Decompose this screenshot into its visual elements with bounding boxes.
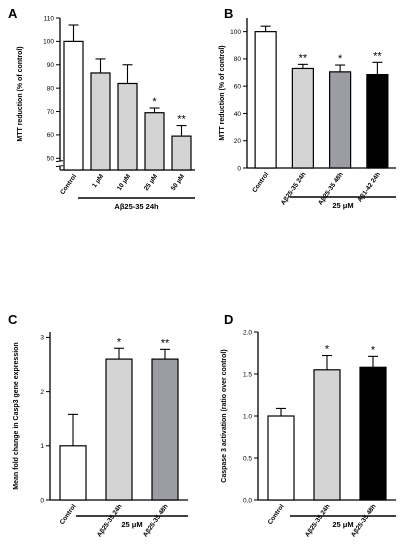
panel-letter: C: [8, 312, 18, 327]
y-tick-label: 60: [47, 132, 55, 139]
bar: [144, 112, 165, 171]
y-axis-label: MTT reduction (% of control): [17, 46, 24, 141]
y-tick-label: 50: [47, 156, 55, 163]
y-tick-label: 20: [234, 138, 242, 145]
y-tick-label: 80: [234, 56, 242, 63]
y-axis-label: Mean fold change in Casp3 gene expressio…: [13, 342, 20, 489]
bar: [171, 135, 192, 171]
significance-marker: **: [177, 114, 186, 126]
y-tick-label: 0: [40, 497, 44, 504]
category-label: 50 µM: [170, 173, 186, 192]
group-label: Aβ25-35 24h: [114, 202, 159, 211]
significance-marker: *: [325, 344, 330, 356]
category-label: 10 µM: [116, 173, 132, 192]
category-label: Control: [267, 503, 286, 526]
bar: [366, 73, 389, 169]
significance-marker: **: [161, 337, 170, 349]
axis-break-mark: [55, 160, 64, 163]
y-tick-label: 90: [47, 62, 55, 69]
panel-letter: B: [224, 6, 233, 21]
category-label: Control: [59, 503, 78, 526]
y-tick-label: 3: [40, 335, 44, 342]
axis-break-mark: [55, 165, 64, 168]
category-label: Control: [59, 173, 78, 196]
panel-b: B 0 20 40 60 80 100 MTT reduction (% of control…: [219, 6, 396, 210]
y-tick-label: 2.0: [243, 329, 252, 336]
category-label: Aβ25-35 24h: [280, 171, 308, 206]
y-tick-label: 100: [43, 39, 54, 46]
group-label: 25 μM: [121, 520, 142, 529]
panel-a: A 50 60 70 80 90 100 110 MTT reduction (% of con…: [8, 6, 196, 211]
y-tick-label: 1: [40, 443, 44, 450]
significance-marker: **: [299, 52, 308, 64]
bar: [151, 358, 179, 501]
y-tick-label: 0.5: [243, 455, 252, 462]
bar: [117, 82, 138, 171]
category-label: 1 µM: [91, 173, 105, 189]
y-tick-label: 70: [47, 109, 55, 116]
bar: [63, 40, 84, 171]
y-tick-label: 0.0: [243, 497, 252, 504]
bar: [313, 369, 341, 501]
significance-marker: *: [338, 53, 343, 65]
panel-letter: D: [224, 312, 233, 327]
significance-marker: *: [117, 336, 122, 348]
bar: [105, 358, 133, 501]
bar: [59, 445, 87, 501]
bar: [254, 31, 277, 169]
y-tick-label: 60: [234, 83, 242, 90]
y-tick-label: 110: [44, 15, 55, 22]
category-label: Aβ25-35 48h: [350, 503, 378, 538]
significance-marker: *: [371, 344, 376, 356]
y-tick-label: 0: [237, 165, 241, 172]
bar: [267, 415, 295, 501]
bar: [90, 72, 111, 171]
y-axis-label: Caspase 3 activation (ratio over control…: [221, 349, 228, 482]
y-tick-label: 80: [47, 85, 55, 92]
bar: [291, 67, 314, 169]
category-label: 25 µM: [143, 173, 159, 192]
category-label: Control: [251, 171, 270, 194]
group-label: 25 μM: [332, 201, 353, 210]
significance-marker: *: [152, 96, 157, 108]
significance-marker: **: [373, 50, 382, 62]
category-label: Aβ25-35 24h: [96, 503, 124, 538]
y-axis-label: MTT reduction (% of control): [219, 45, 226, 140]
panel-c: C 0 1 2 3 Mean fold change in Casp3 gene expr…: [8, 312, 188, 539]
category-label: Aβ25-35 24h: [304, 503, 332, 538]
y-tick-label: 1.5: [243, 371, 252, 378]
panel-d: D 0.0 0.5 1.0 1.5 2.0 Caspase 3 activation (ra…: [221, 312, 396, 539]
category-label: Aβ1-42 24h: [356, 171, 382, 203]
bar: [359, 366, 387, 501]
y-tick-label: 1.0: [243, 413, 252, 420]
bar: [329, 71, 352, 169]
category-label: Aβ25-35 48h: [142, 503, 170, 538]
panel-letter: A: [8, 6, 18, 21]
y-tick-label: 40: [234, 111, 242, 118]
group-label: 25 μM: [332, 520, 353, 529]
y-tick-label: 100: [230, 29, 241, 36]
y-tick-label: 2: [40, 389, 44, 396]
